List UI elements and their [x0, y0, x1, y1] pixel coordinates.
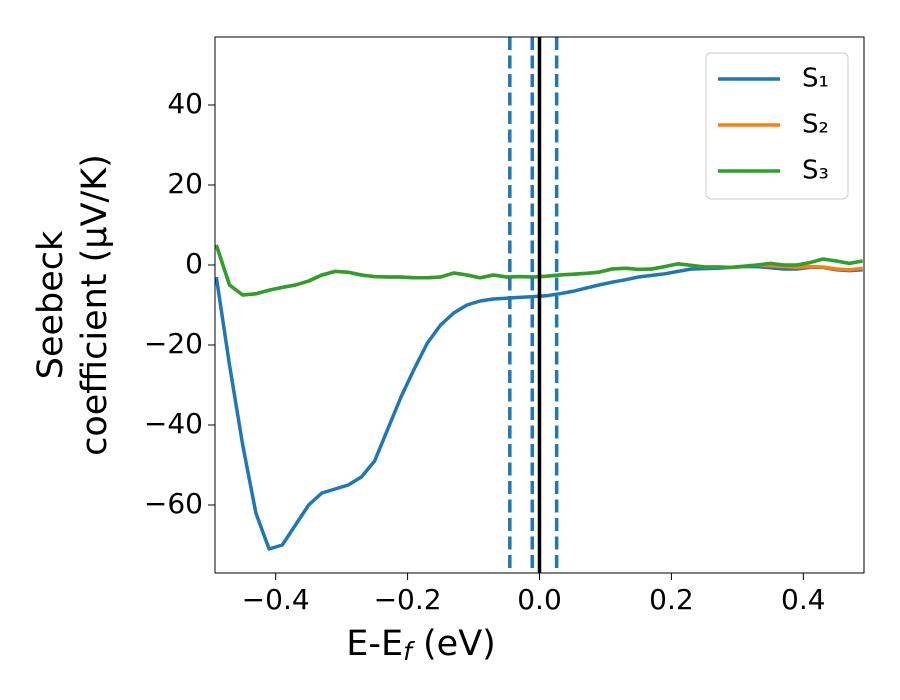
legend-label: S₁ [802, 64, 829, 94]
x-tick-label: −0.2 [374, 583, 442, 616]
y-axis-label-line: coefficient (μV/K) [75, 154, 115, 456]
y-tick-label: 20 [167, 167, 203, 200]
plot-area [215, 37, 863, 573]
x-tick-label: 0.0 [517, 583, 562, 616]
y-axis-label-line: Seebeck [31, 230, 71, 379]
y-tick-label: −20 [144, 327, 203, 360]
legend: S₁ S₂ S₃ [705, 52, 849, 200]
y-tick-label: 0 [185, 247, 203, 280]
x-axis-label: E-Ef (eV) [346, 624, 496, 666]
y-axis-label: Seebeck coefficient (μV/K) [31, 154, 115, 456]
legend-label: S₃ [802, 156, 829, 186]
x-tick-label: 0.4 [781, 583, 826, 616]
y-tick-label: −60 [144, 487, 203, 520]
y-tick-label: 40 [167, 87, 203, 120]
x-tick-label: 0.2 [649, 583, 694, 616]
legend-label: S₂ [802, 110, 829, 140]
axes-frame [214, 36, 865, 574]
y-tick-label: −40 [144, 407, 203, 440]
x-tick-label: −0.4 [242, 583, 310, 616]
